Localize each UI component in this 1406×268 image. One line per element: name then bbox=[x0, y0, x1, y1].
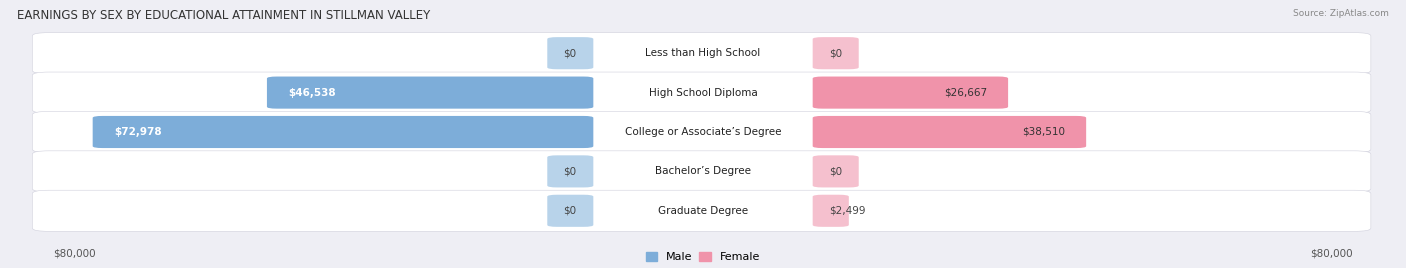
Text: $72,978: $72,978 bbox=[114, 127, 162, 137]
Text: $0: $0 bbox=[564, 206, 576, 216]
Text: $80,000: $80,000 bbox=[1310, 248, 1353, 258]
FancyBboxPatch shape bbox=[547, 195, 593, 227]
Text: Less than High School: Less than High School bbox=[645, 48, 761, 58]
FancyBboxPatch shape bbox=[32, 151, 1371, 192]
Text: $80,000: $80,000 bbox=[53, 248, 96, 258]
FancyBboxPatch shape bbox=[32, 72, 1371, 113]
FancyBboxPatch shape bbox=[813, 77, 1008, 109]
FancyBboxPatch shape bbox=[547, 37, 593, 69]
FancyBboxPatch shape bbox=[32, 190, 1371, 231]
FancyBboxPatch shape bbox=[813, 155, 859, 187]
Text: $2,499: $2,499 bbox=[830, 206, 866, 216]
Text: Graduate Degree: Graduate Degree bbox=[658, 206, 748, 216]
Text: $0: $0 bbox=[564, 48, 576, 58]
Text: $0: $0 bbox=[564, 166, 576, 176]
Text: High School Diploma: High School Diploma bbox=[648, 88, 758, 98]
FancyBboxPatch shape bbox=[547, 155, 593, 187]
Text: $46,538: $46,538 bbox=[288, 88, 336, 98]
Legend: Male, Female: Male, Female bbox=[647, 252, 759, 262]
Text: College or Associate’s Degree: College or Associate’s Degree bbox=[624, 127, 782, 137]
FancyBboxPatch shape bbox=[32, 33, 1371, 74]
FancyBboxPatch shape bbox=[32, 111, 1371, 152]
Text: $38,510: $38,510 bbox=[1022, 127, 1066, 137]
Text: $0: $0 bbox=[830, 48, 842, 58]
Text: $0: $0 bbox=[830, 166, 842, 176]
FancyBboxPatch shape bbox=[813, 116, 1087, 148]
Text: $26,667: $26,667 bbox=[943, 88, 987, 98]
FancyBboxPatch shape bbox=[93, 116, 593, 148]
FancyBboxPatch shape bbox=[267, 77, 593, 109]
Text: EARNINGS BY SEX BY EDUCATIONAL ATTAINMENT IN STILLMAN VALLEY: EARNINGS BY SEX BY EDUCATIONAL ATTAINMEN… bbox=[17, 9, 430, 23]
Text: Source: ZipAtlas.com: Source: ZipAtlas.com bbox=[1294, 9, 1389, 18]
FancyBboxPatch shape bbox=[813, 37, 859, 69]
FancyBboxPatch shape bbox=[813, 195, 849, 227]
Text: Bachelor’s Degree: Bachelor’s Degree bbox=[655, 166, 751, 176]
